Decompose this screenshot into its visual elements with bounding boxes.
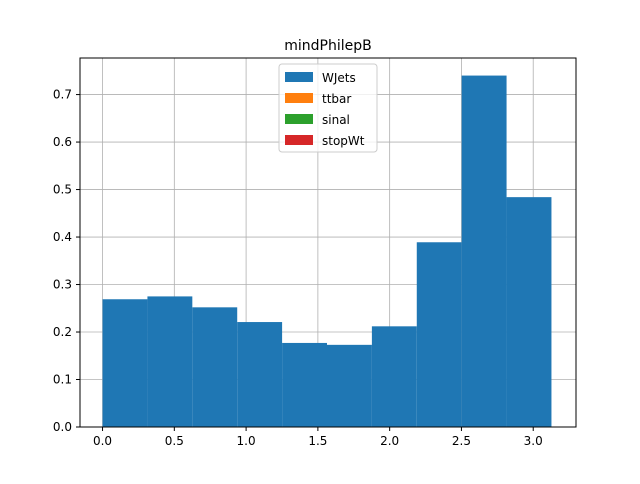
chart-title: mindPhilepB	[284, 38, 372, 54]
x-tick-label: 1.5	[308, 434, 327, 448]
x-tick-label: 2.0	[380, 434, 399, 448]
y-tick-label: 0.6	[53, 135, 72, 149]
y-tick-label: 0.5	[53, 183, 72, 197]
bars-layer	[102, 75, 552, 428]
x-tick-label: 1.0	[237, 434, 256, 448]
legend-swatch	[285, 114, 313, 124]
histogram-bar	[282, 342, 327, 427]
legend-label: sinal	[322, 113, 350, 127]
legend: WJets ttbar sinal stopWt	[278, 63, 378, 153]
legend-label: WJets	[322, 71, 356, 85]
y-tick-label: 0.0	[53, 420, 72, 434]
histogram-bar	[416, 242, 462, 427]
histogram-bar	[237, 322, 283, 427]
y-tick-label: 0.4	[53, 230, 72, 244]
x-tick-label: 0.0	[93, 434, 112, 448]
histogram-bar	[506, 197, 552, 427]
legend-swatch	[285, 135, 313, 145]
axes-frame	[79, 57, 577, 428]
y-tick-label: 0.7	[53, 88, 72, 102]
legend-swatch	[285, 72, 313, 82]
legend-swatch	[285, 93, 313, 103]
y-tick-label: 0.2	[53, 325, 72, 339]
y-tick-label: 0.1	[53, 373, 72, 387]
legend-label: stopWt	[322, 134, 365, 148]
x-tick-label: 0.5	[165, 434, 184, 448]
x-tick-label: 3.0	[524, 434, 543, 448]
histogram-bar	[102, 299, 148, 427]
x-tick-label: 2.5	[452, 434, 471, 448]
histogram-bar	[326, 344, 372, 427]
histogram-bar	[461, 75, 507, 428]
legend-box	[278, 63, 378, 153]
histogram-bar	[371, 326, 417, 427]
axes-layer: 0.0 0.5 1.0 1.5 2.0 2.5 3.0 0.0 0.1 0.2 0.3 0.4 0.5 0…	[53, 57, 577, 448]
histogram-bar	[147, 296, 193, 427]
legend-label: ttbar	[322, 92, 351, 106]
histogram-bar	[192, 307, 238, 427]
y-tick-label: 0.3	[53, 278, 72, 292]
